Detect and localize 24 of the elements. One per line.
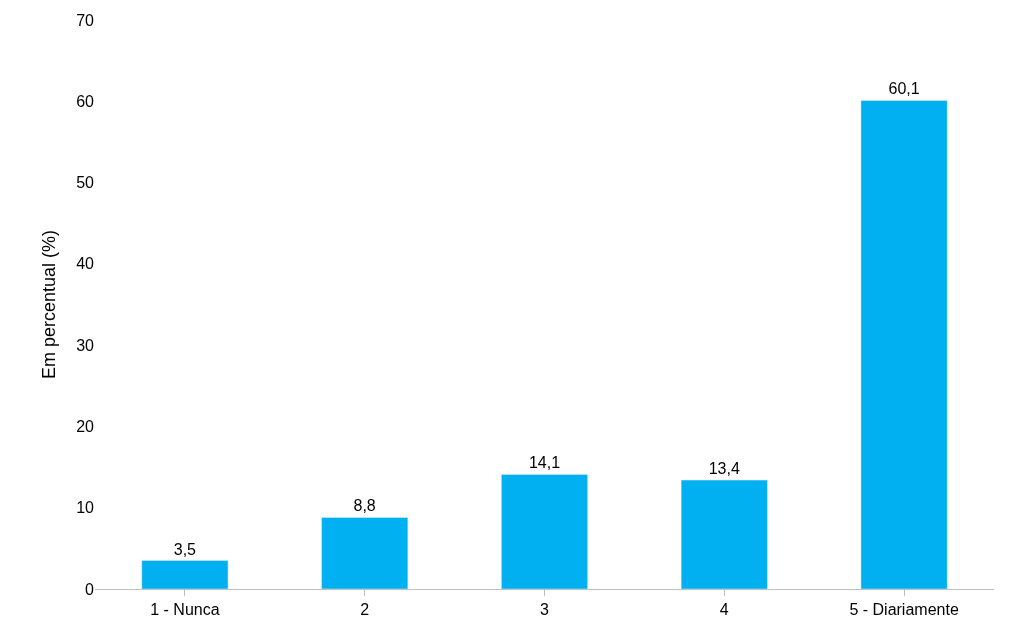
data-label: 14,1 xyxy=(528,454,561,472)
x-tick-label: 5 - Diariamente xyxy=(849,601,959,619)
y-tick-label: 40 xyxy=(76,255,95,273)
bar xyxy=(321,517,409,589)
y-axis-title: Em percentual (%) xyxy=(39,229,60,380)
x-tick-label: 3 xyxy=(540,601,550,619)
data-label: 13,4 xyxy=(708,460,740,478)
x-tick-label: 2 xyxy=(360,601,370,619)
data-label: 3,5 xyxy=(173,540,197,558)
y-tick-label: 20 xyxy=(76,418,95,436)
x-tick-label: 4 xyxy=(719,601,729,619)
bar xyxy=(860,100,948,589)
y-tick-label: 50 xyxy=(76,174,95,192)
y-tick-label: 70 xyxy=(76,11,95,29)
x-tick-label: 1 - Nunca xyxy=(150,601,220,619)
bar xyxy=(680,479,768,589)
y-tick-label: 30 xyxy=(76,336,95,354)
y-tick-label: 60 xyxy=(76,92,95,110)
y-tick-label: 0 xyxy=(85,580,95,598)
y-tick-label: 10 xyxy=(76,499,95,517)
data-label: 8,8 xyxy=(353,497,376,515)
bar xyxy=(501,474,588,589)
data-label: 60,1 xyxy=(888,80,920,98)
bar xyxy=(141,560,229,589)
